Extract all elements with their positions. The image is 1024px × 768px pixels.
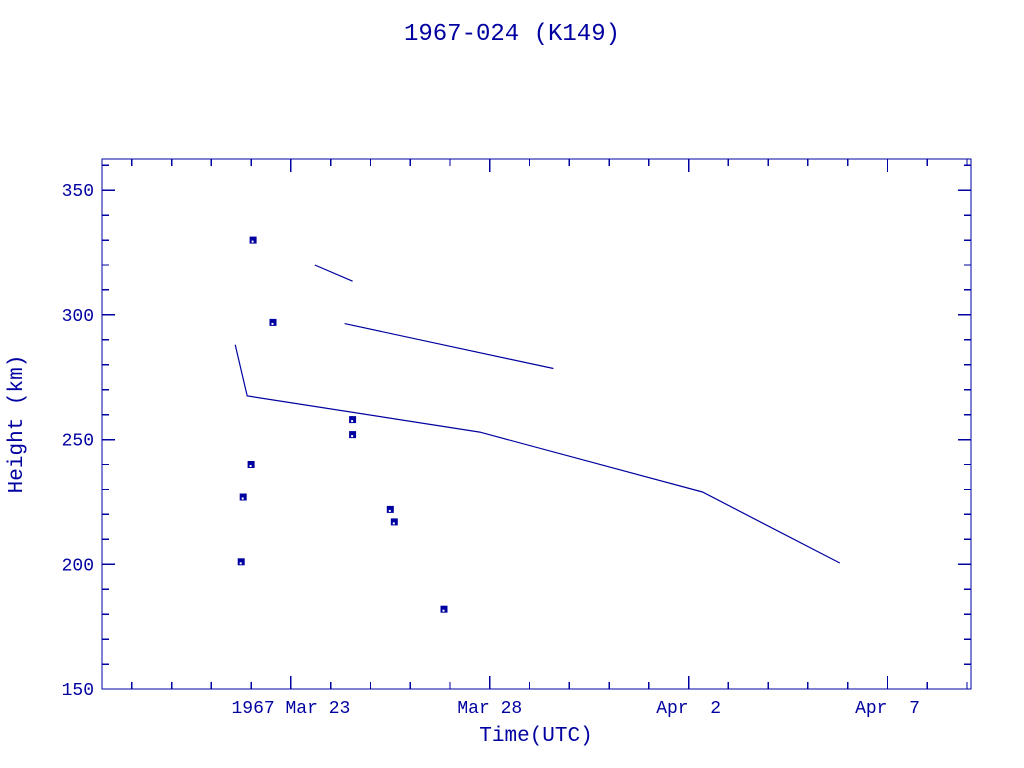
data-point-marker — [386, 505, 394, 513]
data-point-marker — [349, 416, 357, 424]
x-tick-label: 1967 Mar 23 — [231, 699, 350, 719]
data-point-marker-notch — [241, 497, 244, 500]
y-tick-label: 250 — [62, 432, 94, 452]
y-tick-label: 350 — [62, 182, 94, 202]
data-point-marker-notch — [392, 522, 395, 525]
data-point-marker-notch — [351, 435, 354, 438]
data-point-marker-notch — [271, 322, 274, 325]
decay-line-segment-3 — [234, 344, 841, 564]
data-point-marker — [239, 493, 247, 501]
y-axis-label: Height (km) — [6, 355, 29, 494]
data-point-marker-notch — [388, 509, 391, 512]
y-tick-label: 200 — [62, 556, 94, 576]
decay-line-segment-1 — [314, 264, 353, 282]
chart-title: 1967-024 (K149) — [404, 21, 620, 48]
data-point-marker-notch — [251, 240, 254, 243]
data-point-marker — [440, 605, 448, 613]
y-tick-label: 300 — [62, 307, 94, 327]
data-point-marker — [237, 558, 245, 566]
y-tick-label: 150 — [62, 681, 94, 701]
x-tick-label: Apr 7 — [855, 699, 920, 719]
data-point-marker — [269, 318, 277, 326]
x-tick-label: Mar 28 — [457, 699, 522, 719]
x-axis-label: Time(UTC) — [479, 725, 592, 748]
data-point-marker-notch — [239, 562, 242, 565]
decay-line-segment-2 — [344, 323, 554, 370]
data-point-marker — [247, 461, 255, 468]
x-tick-label: Apr 2 — [656, 699, 721, 719]
data-point-marker — [349, 431, 357, 439]
data-point-marker — [390, 518, 398, 526]
data-point-marker-notch — [442, 609, 445, 612]
plot-frame — [101, 158, 972, 690]
data-point-marker-notch — [351, 420, 354, 423]
data-point-marker-notch — [249, 465, 252, 467]
data-point-marker — [249, 236, 257, 244]
